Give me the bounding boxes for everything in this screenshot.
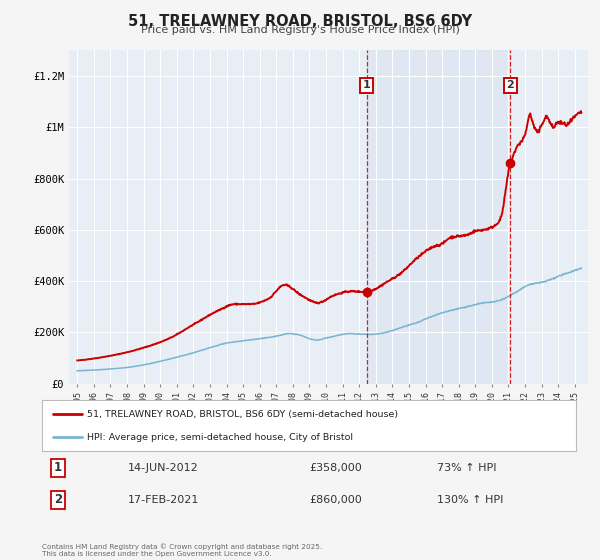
Text: 2: 2	[54, 493, 62, 506]
Text: HPI: Average price, semi-detached house, City of Bristol: HPI: Average price, semi-detached house,…	[88, 433, 353, 442]
Text: 1: 1	[54, 461, 62, 474]
Text: 51, TRELAWNEY ROAD, BRISTOL, BS6 6DY: 51, TRELAWNEY ROAD, BRISTOL, BS6 6DY	[128, 14, 472, 29]
Text: 73% ↑ HPI: 73% ↑ HPI	[437, 463, 497, 473]
Text: Contains HM Land Registry data © Crown copyright and database right 2025.
This d: Contains HM Land Registry data © Crown c…	[42, 544, 322, 557]
Text: 130% ↑ HPI: 130% ↑ HPI	[437, 495, 503, 505]
Text: £860,000: £860,000	[309, 495, 362, 505]
Text: 14-JUN-2012: 14-JUN-2012	[127, 463, 198, 473]
Text: 17-FEB-2021: 17-FEB-2021	[127, 495, 199, 505]
Text: 1: 1	[363, 81, 371, 90]
Bar	[367, 50, 511, 384]
Text: £358,000: £358,000	[309, 463, 362, 473]
Text: 51, TRELAWNEY ROAD, BRISTOL, BS6 6DY (semi-detached house): 51, TRELAWNEY ROAD, BRISTOL, BS6 6DY (se…	[88, 409, 398, 418]
Text: 2: 2	[506, 81, 514, 90]
Text: Price paid vs. HM Land Registry's House Price Index (HPI): Price paid vs. HM Land Registry's House …	[140, 25, 460, 35]
